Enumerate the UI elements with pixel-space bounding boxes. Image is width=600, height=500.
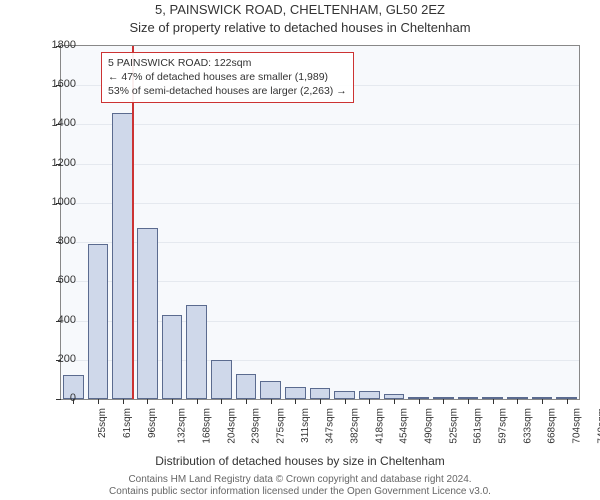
histogram-bar (260, 381, 281, 399)
xtick-mark (542, 399, 543, 404)
xtick-label: 311sqm (300, 408, 311, 443)
xtick-mark (443, 399, 444, 404)
xtick-mark (394, 399, 395, 404)
xtick-mark (172, 399, 173, 404)
chart-container: 5, PAINSWICK ROAD, CHELTENHAM, GL50 2EZ … (0, 0, 600, 500)
footer-line2: Contains public sector information licen… (0, 486, 600, 498)
xtick-label: 418sqm (374, 408, 385, 444)
xtick-label: 561sqm (473, 408, 484, 444)
xtick-mark (197, 399, 198, 404)
ytick-label: 1400 (42, 117, 76, 129)
histogram-bar (285, 387, 306, 399)
histogram-bar (137, 228, 158, 399)
histogram-bar (334, 391, 355, 399)
xtick-label: 668sqm (547, 408, 558, 444)
histogram-bar (162, 315, 183, 399)
xtick-mark (221, 399, 222, 404)
title-sub: Size of property relative to detached ho… (0, 20, 600, 35)
xtick-mark (98, 399, 99, 404)
ytick-label: 200 (42, 353, 76, 365)
title-main: 5, PAINSWICK ROAD, CHELTENHAM, GL50 2EZ (0, 2, 600, 17)
infobox-line3: 53% of semi-detached houses are larger (… (108, 84, 347, 98)
histogram-bar (310, 388, 331, 399)
grid-line (61, 124, 579, 125)
footer-attribution: Contains HM Land Registry data © Crown c… (0, 474, 600, 498)
xtick-label: 239sqm (251, 408, 262, 444)
xtick-label: 168sqm (202, 408, 213, 444)
grid-line (61, 203, 579, 204)
plot-area: 5 PAINSWICK ROAD: 122sqm← 47% of detache… (60, 45, 580, 400)
xtick-mark (369, 399, 370, 404)
xtick-label: 61sqm (122, 408, 133, 438)
histogram-bar (112, 113, 133, 399)
xtick-mark (567, 399, 568, 404)
xtick-label: 490sqm (424, 408, 435, 444)
xtick-label: 132sqm (177, 408, 188, 444)
ytick-label: 1600 (42, 78, 76, 90)
xtick-label: 382sqm (350, 408, 361, 444)
ytick-label: 0 (42, 392, 76, 404)
ytick-label: 1000 (42, 196, 76, 208)
ytick-label: 1800 (42, 39, 76, 51)
xtick-label: 454sqm (399, 408, 410, 444)
xtick-label: 204sqm (226, 408, 237, 444)
property-info-box: 5 PAINSWICK ROAD: 122sqm← 47% of detache… (101, 52, 354, 103)
ytick-label: 800 (42, 235, 76, 247)
xtick-label: 704sqm (572, 408, 583, 444)
histogram-bar (236, 374, 257, 399)
histogram-bar (88, 244, 109, 399)
x-axis-label: Distribution of detached houses by size … (0, 454, 600, 468)
xtick-label: 740sqm (596, 408, 600, 444)
xtick-mark (419, 399, 420, 404)
xtick-label: 275sqm (276, 408, 287, 444)
infobox-line2: ← 47% of detached houses are smaller (1,… (108, 70, 347, 84)
xtick-label: 347sqm (325, 408, 336, 444)
xtick-mark (468, 399, 469, 404)
xtick-mark (345, 399, 346, 404)
xtick-label: 525sqm (448, 408, 459, 444)
xtick-mark (517, 399, 518, 404)
xtick-label: 25sqm (97, 408, 108, 438)
ytick-label: 400 (42, 314, 76, 326)
xtick-mark (123, 399, 124, 404)
xtick-label: 96sqm (147, 408, 158, 438)
histogram-bar (186, 305, 207, 399)
ytick-label: 1200 (42, 157, 76, 169)
grid-line (61, 164, 579, 165)
xtick-mark (271, 399, 272, 404)
xtick-mark (147, 399, 148, 404)
xtick-label: 597sqm (498, 408, 509, 444)
xtick-mark (320, 399, 321, 404)
xtick-label: 633sqm (522, 408, 533, 444)
ytick-label: 600 (42, 274, 76, 286)
footer-line1: Contains HM Land Registry data © Crown c… (0, 474, 600, 486)
infobox-line1: 5 PAINSWICK ROAD: 122sqm (108, 56, 347, 70)
histogram-bar (359, 391, 380, 399)
xtick-mark (295, 399, 296, 404)
xtick-mark (246, 399, 247, 404)
xtick-mark (493, 399, 494, 404)
histogram-bar (211, 360, 232, 399)
